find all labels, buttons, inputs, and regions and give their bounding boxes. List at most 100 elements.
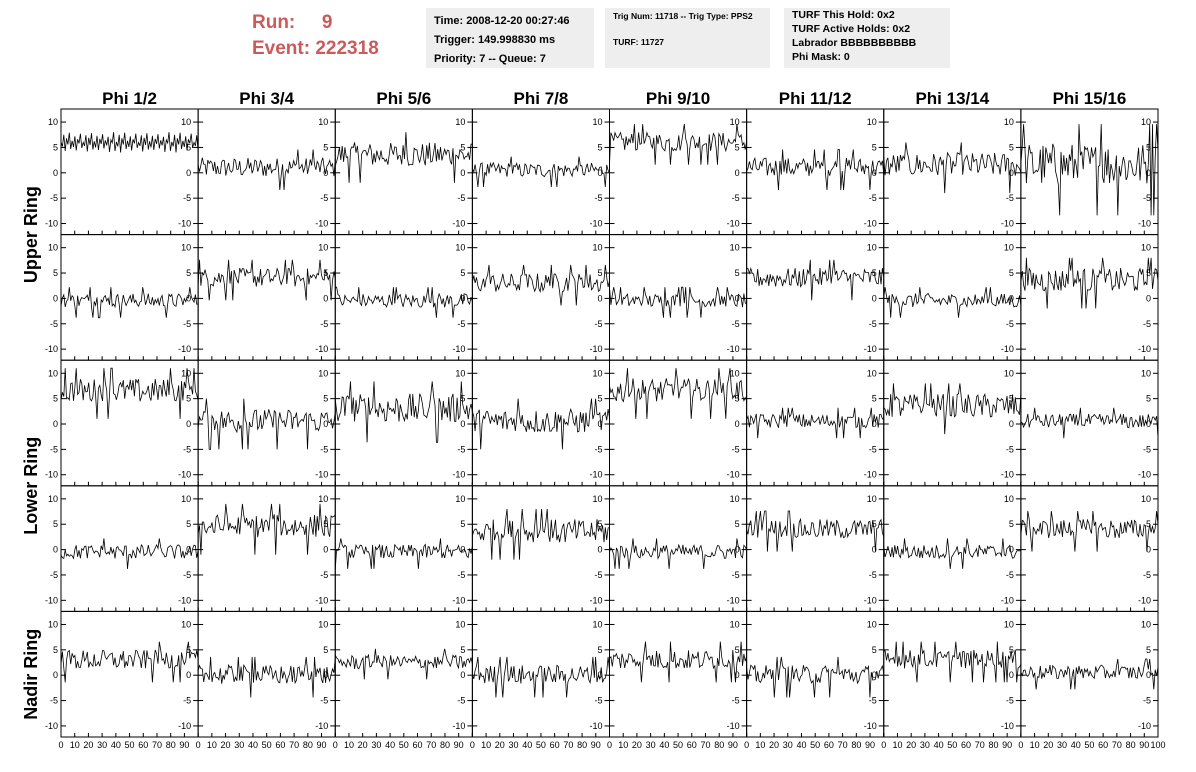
phi-mask-line: Phi Mask: 0 <box>792 51 850 63</box>
row-title-2: Lower Ring <box>21 437 41 535</box>
ytick-label: 5 <box>53 519 58 529</box>
ytick-label: 10 <box>1004 243 1014 253</box>
xtick-label: 30 <box>1057 740 1067 750</box>
xtick-label: 0 <box>196 740 201 750</box>
ytick-label: -10 <box>864 595 877 605</box>
xtick-label: 30 <box>646 740 656 750</box>
ytick-label: 10 <box>1004 494 1014 504</box>
ytick-label: -5 <box>869 696 877 706</box>
xtick-label: 70 <box>152 740 162 750</box>
ytick-label: -10 <box>45 344 58 354</box>
waveform-trace-r4-c4 <box>472 508 610 560</box>
ytick-label: -5 <box>457 319 465 329</box>
xtick-label: 70 <box>289 740 299 750</box>
ytick-label: 10 <box>455 619 465 629</box>
xtick-label: 100 <box>1150 740 1165 750</box>
xtick-label: 20 <box>358 740 368 750</box>
waveform-trace-r4-c7 <box>883 538 1022 569</box>
ytick-label: 5 <box>53 645 58 655</box>
ytick-label: 0 <box>323 545 328 555</box>
ytick-label: 0 <box>1146 545 1151 555</box>
waveform-trace-r5-c6 <box>746 656 885 698</box>
ytick-label: -10 <box>315 344 328 354</box>
ytick-label: 0 <box>1009 670 1014 680</box>
subplot-frame-r3-c7 <box>883 359 1022 487</box>
ytick-label: 0 <box>872 670 877 680</box>
event-row: Event: 222318 <box>252 36 422 62</box>
subplot-frame-r5-c1 <box>60 610 199 738</box>
waveform-trace-r1-c3 <box>334 132 473 183</box>
subplot-frame-r2-c3 <box>334 234 473 361</box>
ytick-label: 0 <box>872 545 877 555</box>
ytick-label: -5 <box>732 193 740 203</box>
ytick-label: -10 <box>452 595 465 605</box>
ytick-label: -5 <box>1143 570 1151 580</box>
ytick-label: -5 <box>183 696 191 706</box>
ytick-label: -10 <box>589 595 602 605</box>
ytick-label: 5 <box>872 645 877 655</box>
ytick-label: 5 <box>1009 519 1014 529</box>
ytick-label: 5 <box>186 394 191 404</box>
ytick-label: -10 <box>864 470 877 480</box>
ytick-label: 0 <box>460 168 465 178</box>
xtick-label: 10 <box>207 740 217 750</box>
ytick-label: 5 <box>323 519 328 529</box>
ytick-label: 10 <box>730 117 740 127</box>
xtick-label: 30 <box>783 740 793 750</box>
ytick-label: -5 <box>1006 696 1014 706</box>
ytick-label: -10 <box>178 219 191 229</box>
waveform-trace-r4-c5 <box>609 538 747 569</box>
ytick-label: -10 <box>1001 344 1014 354</box>
xtick-label: 80 <box>440 740 450 750</box>
ytick-label: -10 <box>727 219 740 229</box>
ytick-label: 0 <box>1146 293 1151 303</box>
xtick-label: 60 <box>550 740 560 750</box>
subplot-frame-r5-c7 <box>883 610 1022 738</box>
subplot-frame-r3-c5 <box>609 359 748 487</box>
waveform-trace-r1-c8 <box>1020 124 1159 216</box>
ytick-label: -10 <box>864 344 877 354</box>
xtick-label: 0 <box>744 740 749 750</box>
ytick-label: -10 <box>45 721 58 731</box>
ytick-label: 0 <box>597 293 602 303</box>
xtick-label: 90 <box>1139 740 1149 750</box>
ytick-label: 5 <box>735 142 740 152</box>
subplot-frame-r3-c3 <box>334 359 473 487</box>
xtick-label: 90 <box>591 740 601 750</box>
xtick-label: 20 <box>906 740 916 750</box>
xtick-label: 70 <box>1112 740 1122 750</box>
ytick-label: -10 <box>1138 219 1151 229</box>
ytick-label: 5 <box>460 394 465 404</box>
column-title-4: Phi 7/8 <box>514 89 569 108</box>
waveform-trace-r3-c3 <box>334 381 473 443</box>
ytick-label: 5 <box>597 394 602 404</box>
ytick-label: 0 <box>1009 419 1014 429</box>
waveform-trace-r4-c2 <box>197 503 336 555</box>
ytick-label: -5 <box>1143 696 1151 706</box>
ytick-label: 10 <box>455 243 465 253</box>
ytick-label: 0 <box>1009 545 1014 555</box>
xtick-label: 70 <box>975 740 985 750</box>
waveform-trace-r4-c1 <box>60 538 199 569</box>
ytick-label: -10 <box>178 344 191 354</box>
ytick-label: 0 <box>597 545 602 555</box>
ytick-label: -5 <box>594 319 602 329</box>
subplot-frame-r1-c5 <box>609 108 748 236</box>
ytick-label: 10 <box>1004 368 1014 378</box>
ytick-label: -5 <box>732 570 740 580</box>
ytick-label: -10 <box>1001 219 1014 229</box>
xtick-label: 0 <box>333 740 338 750</box>
ytick-label: -10 <box>727 721 740 731</box>
xtick-label: 60 <box>824 740 834 750</box>
ytick-label: 10 <box>867 619 877 629</box>
ytick-label: 5 <box>1009 394 1014 404</box>
ytick-label: 5 <box>186 142 191 152</box>
subplot-frame-r4-c7 <box>883 485 1022 612</box>
xtick-label: 0 <box>607 740 612 750</box>
subplot-frame-r2-c6 <box>746 234 885 361</box>
xtick-label: 70 <box>700 740 710 750</box>
xtick-label: 40 <box>248 740 258 750</box>
ytick-label: 10 <box>730 368 740 378</box>
ytick-label: 10 <box>730 243 740 253</box>
waveform-trace-r2-c5 <box>609 286 747 318</box>
